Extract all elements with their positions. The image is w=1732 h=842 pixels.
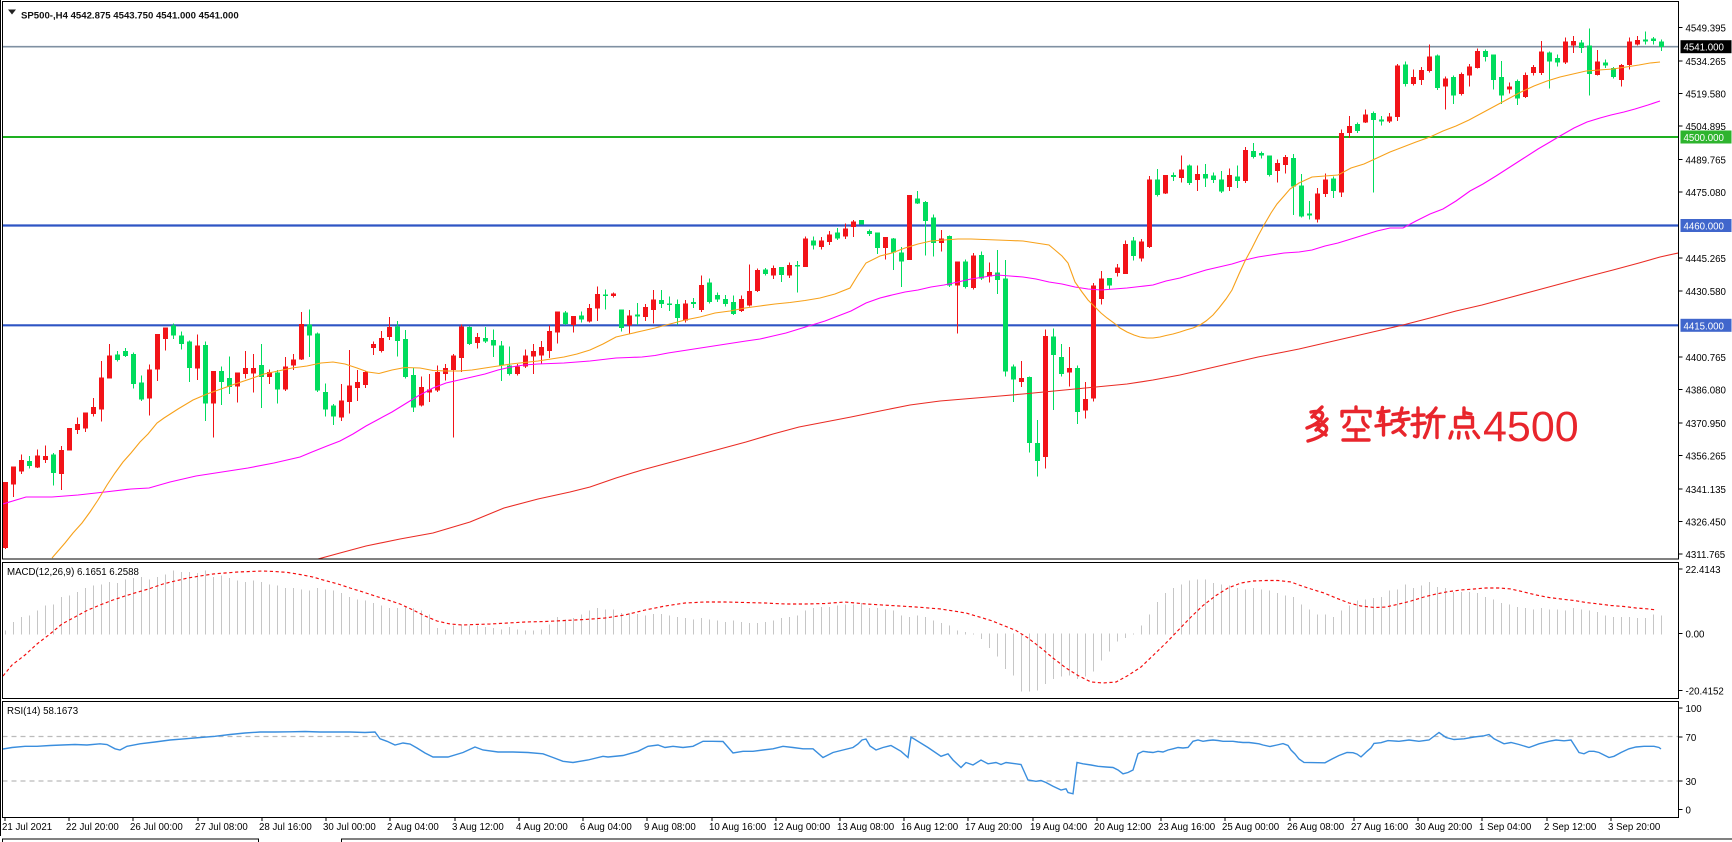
svg-text:6 Aug 04:00: 6 Aug 04:00: [580, 822, 632, 833]
svg-text:4534.265: 4534.265: [1686, 57, 1726, 68]
svg-text:1 Sep 04:00: 1 Sep 04:00: [1479, 822, 1532, 833]
svg-text:SP500-,H4 4542.875 4543.750 4: SP500-,H4 4542.875 4543.750 4541.000 454…: [21, 11, 239, 22]
svg-text:30: 30: [1686, 777, 1697, 788]
svg-text:3 Aug 12:00: 3 Aug 12:00: [452, 822, 504, 833]
svg-text:30 Jul 00:00: 30 Jul 00:00: [323, 822, 376, 833]
svg-text:4326.450: 4326.450: [1686, 517, 1727, 528]
svg-text:4341.135: 4341.135: [1686, 485, 1726, 496]
svg-text:4430.580: 4430.580: [1686, 287, 1727, 298]
svg-text:22.4143: 22.4143: [1686, 565, 1721, 576]
svg-text:12 Aug 00:00: 12 Aug 00:00: [773, 822, 831, 833]
svg-text:23 Aug 16:00: 23 Aug 16:00: [1158, 822, 1216, 833]
svg-text:4 Aug 20:00: 4 Aug 20:00: [516, 822, 568, 833]
svg-text:MACD(12,26,9) 6.1651 6.2588: MACD(12,26,9) 6.1651 6.2588: [7, 567, 139, 578]
svg-text:4356.265: 4356.265: [1686, 451, 1726, 462]
svg-text:4415.000: 4415.000: [1684, 321, 1725, 332]
svg-text:13 Aug 08:00: 13 Aug 08:00: [837, 822, 895, 833]
svg-text:16 Aug 12:00: 16 Aug 12:00: [901, 822, 959, 833]
svg-text:22 Jul 20:00: 22 Jul 20:00: [66, 822, 119, 833]
svg-text:4489.765: 4489.765: [1686, 156, 1726, 167]
svg-text:4370.950: 4370.950: [1686, 419, 1727, 430]
svg-text:4500.000: 4500.000: [1684, 133, 1725, 144]
svg-text:3 Sep 20:00: 3 Sep 20:00: [1608, 822, 1661, 833]
svg-text:0.00: 0.00: [1686, 630, 1705, 641]
svg-text:2 Aug 04:00: 2 Aug 04:00: [387, 822, 439, 833]
svg-text:19 Aug 04:00: 19 Aug 04:00: [1030, 822, 1088, 833]
svg-text:4460.000: 4460.000: [1684, 222, 1725, 233]
svg-text:27 Aug 16:00: 27 Aug 16:00: [1351, 822, 1409, 833]
svg-text:100: 100: [1686, 704, 1703, 715]
svg-text:26 Jul 00:00: 26 Jul 00:00: [130, 822, 183, 833]
svg-text:30 Aug 20:00: 30 Aug 20:00: [1415, 822, 1473, 833]
svg-text:4311.765: 4311.765: [1686, 550, 1726, 561]
svg-text:4541.000: 4541.000: [1684, 43, 1725, 54]
svg-text:4500: 4500: [1483, 403, 1579, 451]
svg-text:20 Aug 12:00: 20 Aug 12:00: [1094, 822, 1152, 833]
svg-text:21 Jul 2021: 21 Jul 2021: [2, 822, 52, 833]
svg-text:2 Sep 12:00: 2 Sep 12:00: [1544, 822, 1597, 833]
svg-text:27 Jul 08:00: 27 Jul 08:00: [195, 822, 248, 833]
svg-text:RSI(14) 58.1673: RSI(14) 58.1673: [7, 706, 78, 717]
svg-text:4445.265: 4445.265: [1686, 254, 1726, 265]
svg-text:4504.895: 4504.895: [1686, 122, 1726, 133]
svg-text:25 Aug 00:00: 25 Aug 00:00: [1222, 822, 1280, 833]
svg-text:4519.580: 4519.580: [1686, 90, 1727, 101]
svg-text:10 Aug 16:00: 10 Aug 16:00: [709, 822, 767, 833]
svg-text:-20.4152: -20.4152: [1686, 687, 1724, 698]
svg-text:28 Jul 16:00: 28 Jul 16:00: [259, 822, 312, 833]
svg-text:9 Aug 08:00: 9 Aug 08:00: [644, 822, 696, 833]
svg-text:4475.080: 4475.080: [1686, 188, 1727, 199]
svg-text:70: 70: [1686, 733, 1697, 744]
svg-text:4386.080: 4386.080: [1686, 385, 1727, 396]
svg-text:4549.395: 4549.395: [1686, 24, 1726, 35]
svg-text:17 Aug 20:00: 17 Aug 20:00: [965, 822, 1023, 833]
svg-text:0: 0: [1686, 806, 1692, 817]
svg-text:26 Aug 08:00: 26 Aug 08:00: [1287, 822, 1345, 833]
svg-text:4400.765: 4400.765: [1686, 353, 1726, 364]
